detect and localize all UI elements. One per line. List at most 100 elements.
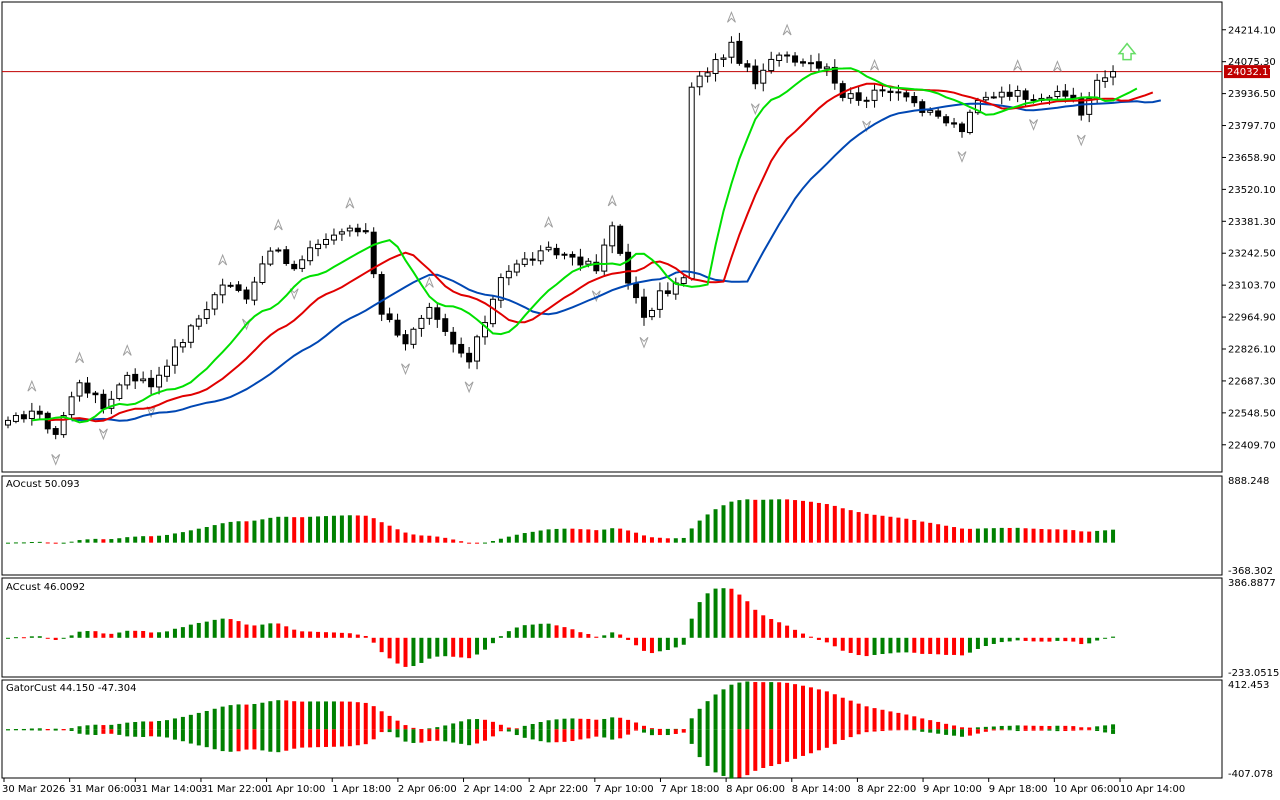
gator-upper-bar	[149, 721, 154, 730]
ac-bar	[117, 632, 122, 638]
gator-lower-bar	[395, 729, 400, 738]
ac-bar	[276, 623, 281, 638]
ao-bar	[435, 536, 440, 543]
gator-lower-bar	[188, 729, 193, 744]
ao-label: AOcust 50.093	[6, 479, 80, 490]
gator-lower-bar	[578, 729, 583, 740]
gator-lower-bar	[69, 729, 74, 731]
gator-upper-bar	[1079, 727, 1084, 730]
price-tick-label: 22964.90	[1228, 313, 1276, 324]
ac-bar	[737, 594, 742, 638]
candle	[959, 123, 965, 133]
gator-lower-bar	[284, 729, 289, 751]
candle	[696, 75, 703, 88]
gator-upper-bar	[204, 710, 209, 730]
ac-bar	[777, 622, 782, 638]
fractal-up	[424, 276, 434, 288]
ac-bar	[808, 636, 813, 638]
candle	[760, 69, 767, 84]
candle	[60, 415, 67, 436]
fractal-down	[750, 103, 760, 116]
ao-bar	[801, 500, 805, 543]
gator-upper-bar	[109, 724, 114, 730]
ac-bar	[554, 625, 559, 638]
ac-bar	[848, 637, 853, 653]
ao-bar	[21, 542, 26, 544]
ac-bar	[69, 635, 74, 638]
gator-upper-bar	[1015, 725, 1020, 730]
candle	[156, 374, 163, 388]
time-tick-label: 31 Mar 14:00	[135, 784, 202, 795]
ac-bar	[1023, 637, 1028, 641]
candles	[5, 32, 1117, 440]
candle	[354, 227, 361, 233]
gator-lower-bar	[681, 729, 686, 733]
ac-bar	[960, 637, 964, 656]
ao-bar	[745, 499, 750, 543]
candle	[36, 410, 43, 415]
ao-bar	[991, 528, 996, 543]
ac-bar	[936, 637, 941, 655]
ao-bar	[729, 501, 734, 543]
ac-bar	[618, 634, 623, 638]
candle	[664, 290, 671, 294]
ac-bar	[435, 637, 440, 657]
gator-lower-bar	[1055, 729, 1060, 732]
ac-bar	[602, 635, 607, 638]
ao-bar	[260, 519, 265, 543]
gator-lower-bar	[483, 729, 487, 741]
candle	[211, 294, 218, 310]
ao-bar	[610, 528, 615, 543]
ac-bar	[832, 637, 837, 647]
ac-bar	[713, 588, 718, 638]
gator-lower-bar	[824, 729, 829, 748]
gator-lower-bar	[538, 729, 543, 742]
ac-bar	[538, 623, 543, 638]
gator-upper-bar	[570, 718, 575, 730]
ao-bar	[896, 517, 901, 543]
ac-panel	[6, 588, 1116, 667]
gator-lower-bar	[944, 729, 949, 735]
gator-lower-bar	[93, 729, 98, 736]
candle	[1110, 71, 1117, 78]
ao-bar	[252, 520, 257, 543]
gator-upper-bar	[1071, 726, 1076, 730]
gator-upper-bar	[371, 706, 376, 730]
gator-upper-bar	[864, 706, 869, 730]
gator-lower-bar	[419, 729, 424, 743]
ac-bar	[514, 627, 519, 638]
ao-bar	[832, 505, 837, 543]
gator-lower-bar	[785, 729, 790, 762]
ac-bar	[681, 637, 686, 645]
gator-upper-bar	[498, 724, 503, 730]
gator-upper-bar	[960, 727, 964, 730]
fractal-down	[98, 428, 108, 441]
ao-bar	[673, 538, 678, 543]
gator-lower-bar	[101, 729, 106, 734]
ao-bar	[928, 522, 933, 543]
gator-lower-bar	[618, 729, 623, 739]
ao-bar	[395, 529, 400, 543]
ac-bar	[912, 637, 917, 653]
gator-upper-bar	[1095, 726, 1100, 730]
price-tick-label: 23520.10	[1228, 185, 1276, 196]
price-panel[interactable]	[2, 10, 1222, 466]
ao-bar	[578, 529, 583, 543]
gator-upper-bar	[165, 720, 169, 730]
candle	[68, 396, 75, 416]
candle	[513, 263, 520, 273]
gator-lower-bar	[172, 729, 177, 740]
gator-upper-bar	[793, 684, 798, 730]
gator-lower-bar	[316, 729, 321, 748]
gator-upper-bar	[125, 722, 130, 730]
candle	[990, 96, 997, 99]
candle	[179, 342, 186, 348]
time-tick-label: 10 Apr 14:00	[1120, 784, 1185, 795]
gator-lower-bar	[801, 729, 805, 756]
ac-bar	[292, 629, 297, 638]
ao-bar	[29, 542, 34, 544]
ac-bar	[745, 601, 750, 638]
ac-bar	[61, 637, 66, 639]
candle	[299, 259, 306, 269]
